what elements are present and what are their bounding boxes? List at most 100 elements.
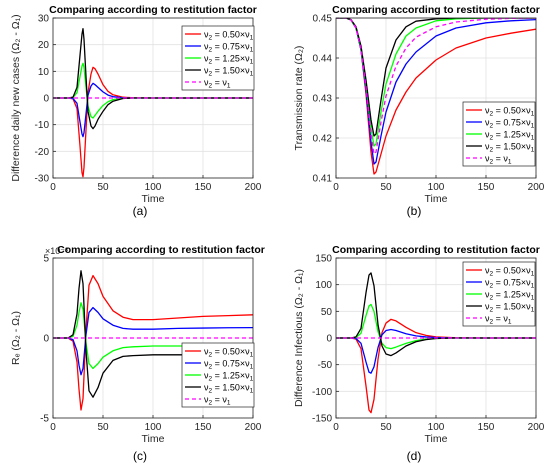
x-tick-label: 100 [428, 422, 445, 433]
y-tick-label: 0.43 [313, 94, 333, 105]
y-tick-label: 20 [38, 40, 50, 51]
chart-panel-4: 0 50 100 150 200-150-100-50050100150Comparin… [293, 244, 545, 445]
legend-label: ν2 = 0.50×ν1 [485, 106, 535, 118]
chart-title: Comparing according to restitution facto… [332, 244, 540, 256]
series-line-2 [53, 306, 253, 376]
legend-label: ν2 = 0.75×ν1 [485, 118, 535, 130]
legend-label: ν2 = 1.25×ν1 [485, 130, 535, 142]
y-tick-label: 150 [315, 254, 332, 265]
legend-label: ν2 = 1.50×ν1 [485, 142, 535, 154]
legend-label: ν2 = ν1 [485, 314, 512, 326]
x-tick-label: 150 [195, 422, 212, 433]
x-tick-label: 200 [245, 182, 262, 193]
x-axis-label: Time [142, 433, 165, 445]
series-group [53, 270, 253, 411]
x-tick-label: 200 [528, 422, 545, 433]
series-line-4 [53, 270, 253, 398]
x-tick-label: 50 [97, 182, 109, 193]
y-exponent-label: ×10⁻³ [45, 246, 68, 256]
chart-title: Comparing according to restitution facto… [332, 4, 540, 16]
legend-label: ν2 = 0.50×ν1 [204, 347, 254, 359]
legend-label: ν2 = 1.50×ν1 [204, 383, 254, 395]
chart-title: Comparing according to restitution facto… [49, 4, 257, 16]
panel-label: (b) [407, 204, 422, 218]
x-tick-label: 100 [145, 422, 162, 433]
series-line-1 [53, 274, 253, 411]
y-tick-label: -10 [35, 120, 50, 131]
legend-label: ν2 = 1.25×ν1 [204, 54, 254, 66]
y-tick-label: 10 [38, 67, 50, 78]
y-axis-label: Difference daily new cases (Ω₂ - Ω₁) [10, 14, 22, 181]
y-tick-label: 0.42 [313, 134, 333, 145]
x-tick-label: 150 [478, 182, 495, 193]
y-tick-label: 0.45 [313, 14, 333, 25]
y-tick-label: -30 [35, 174, 50, 185]
panel-label: (c) [133, 449, 147, 463]
legend-label: ν2 = 1.25×ν1 [485, 290, 535, 302]
series-group [336, 18, 536, 175]
x-axis-label: Time [142, 193, 165, 205]
legend-label: ν2 = ν1 [485, 154, 512, 166]
series-line-5 [336, 18, 536, 155]
x-tick-label: 200 [528, 182, 545, 193]
x-tick-label: 100 [145, 182, 162, 193]
y-tick-label: -50 [318, 360, 333, 371]
legend-label: ν2 = ν1 [204, 78, 231, 90]
chart-title: Comparing according to restitution facto… [57, 244, 265, 256]
y-tick-label: -100 [312, 387, 332, 398]
legend-label: ν2 = 1.50×ν1 [485, 302, 535, 314]
x-tick-label: 50 [380, 182, 392, 193]
y-axis-label: Difference Infectious (Ω₂ - Ω₁) [293, 269, 305, 407]
y-tick-label: 0.44 [313, 54, 333, 65]
y-axis-label: Transmission rate (Ω₂) [293, 46, 305, 151]
panel-label: (d) [407, 449, 422, 463]
series-group [336, 272, 536, 414]
x-tick-label: 150 [478, 422, 495, 433]
x-tick-label: 0 [50, 422, 56, 433]
y-tick-label: 0 [43, 334, 49, 345]
x-tick-label: 50 [380, 422, 392, 433]
chart-panel-2: 0 50 100 150 200 0.41 0.42 0.43 0.44 0.45Comparin… [293, 4, 545, 205]
x-tick-label: 150 [195, 182, 212, 193]
legend-label: ν2 = 0.75×ν1 [485, 278, 535, 290]
x-tick-label: 100 [428, 182, 445, 193]
x-tick-label: 0 [333, 182, 339, 193]
y-tick-label: 5 [43, 254, 49, 265]
y-tick-label: 0 [326, 334, 332, 345]
y-tick-label: -150 [312, 414, 332, 425]
x-axis-label: Time [425, 193, 448, 205]
y-tick-label: 30 [38, 14, 50, 25]
y-tick-label: -5 [40, 414, 49, 425]
legend-label: ν2 = ν1 [204, 395, 231, 407]
series-group [53, 28, 253, 178]
legend-label: ν2 = 0.50×ν1 [204, 30, 254, 42]
legend-label: ν2 = 1.25×ν1 [204, 371, 254, 383]
x-tick-label: 50 [97, 422, 109, 433]
legend-label: ν2 = 1.50×ν1 [204, 66, 254, 78]
x-tick-label: 200 [245, 422, 262, 433]
x-tick-label: 0 [333, 422, 339, 433]
y-tick-label: 100 [315, 280, 332, 291]
y-tick-label: 50 [321, 307, 333, 318]
y-axis-label: Rₑ (Ω₂ - Ω₁) [10, 311, 22, 365]
series-line-3 [53, 302, 253, 370]
series-line-4 [336, 272, 536, 357]
y-tick-label: -20 [35, 147, 50, 158]
panel-label: (a) [133, 204, 148, 218]
x-axis-label: Time [425, 433, 448, 445]
legend-label: ν2 = 0.75×ν1 [204, 359, 254, 371]
x-tick-label: 0 [50, 182, 56, 193]
y-tick-label: 0.41 [313, 174, 333, 185]
y-tick-label: 0 [43, 94, 49, 105]
series-line-1 [336, 318, 536, 414]
legend-label: ν2 = 0.75×ν1 [204, 42, 254, 54]
legend-label: ν2 = 0.50×ν1 [485, 266, 535, 278]
